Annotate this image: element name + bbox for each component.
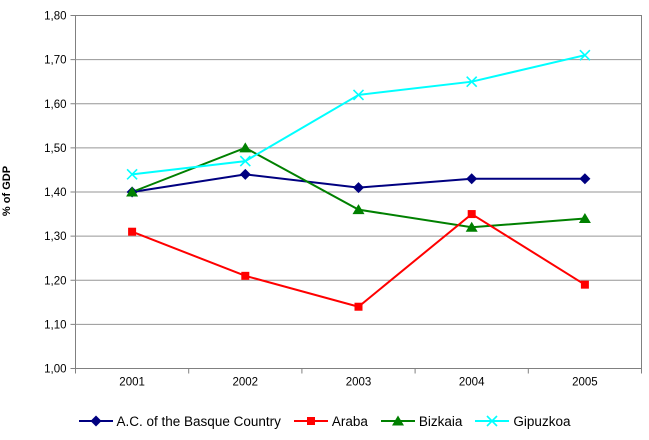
data-point-araba-2001 [128, 227, 137, 236]
data-point-a-c-of-the-basque-country-2002 [239, 168, 251, 180]
legend-square-icon [293, 417, 328, 425]
legend-label: Gipuzkoa [513, 413, 571, 429]
y-tick-label: 1,00 [44, 364, 66, 376]
legend-label: Bizkaia [418, 413, 463, 429]
y-axis-title: % of GDP [1, 165, 13, 217]
data-point-gipuzkoa-2003 [352, 89, 365, 101]
y-tick-label: 1,60 [44, 99, 66, 111]
data-point-gipuzkoa-2004 [466, 76, 478, 88]
data-point-gipuzkoa-2005 [579, 49, 591, 61]
x-tick-label: 2001 [119, 377, 145, 389]
data-point-bizkaia-2004 [465, 221, 478, 232]
data-point-bizkaia-2001 [126, 186, 139, 197]
x-tick-label: 2004 [459, 377, 485, 389]
data-point-gipuzkoa-2001 [126, 168, 138, 180]
legend-x-icon [475, 415, 510, 427]
y-tick-label: 1,40 [44, 187, 66, 199]
y-tick-label: 1,20 [44, 275, 66, 287]
data-point-araba-2002 [241, 271, 250, 280]
data-point-araba-2004 [467, 210, 476, 219]
y-tick-label: 1,30 [44, 231, 66, 243]
legend: A.C. of the Basque Country Araba Bizkaia Gi… [0, 407, 649, 435]
data-point-a-c-of-the-basque-country-2005 [579, 173, 591, 185]
x-tick-label: 2005 [572, 377, 598, 389]
data-point-araba-2003 [354, 302, 363, 311]
legend-label: A.C. of the Basque Country [116, 413, 281, 429]
data-point-a-c-of-the-basque-country-2003 [353, 182, 364, 194]
legend-item-gipuzkoa: Gipuzkoa [475, 414, 570, 429]
legend-label: Araba [331, 413, 368, 429]
legend-item-a-c-of-the-basque-country: A.C. of the Basque Country [78, 413, 281, 429]
y-tick-label: 1,80 [44, 11, 66, 23]
x-tick-label: 2003 [346, 377, 372, 389]
legend-item-araba: Araba [293, 413, 368, 429]
plot-area: 1,80 1,70 1,60 1,50 1,40 1,30 1,20 1,10 1,00 2001… [44, 11, 642, 389]
data-point-bizkaia-2002 [239, 142, 252, 153]
data-point-bizkaia-2005 [578, 212, 591, 223]
y-tick-label: 1,10 [44, 319, 66, 331]
data-point-a-c-of-the-basque-country-2004 [466, 173, 478, 185]
data-point-araba-2005 [580, 280, 589, 289]
data-point-gipuzkoa-2002 [239, 155, 251, 167]
legend-triangle-icon [380, 415, 415, 426]
legend-item-bizkaia: Bizkaia [380, 413, 463, 429]
y-tick-label: 1,50 [44, 143, 66, 155]
y-tick-label: 1,70 [44, 55, 66, 67]
x-tick-label: 2002 [233, 377, 259, 389]
legend-diamond-icon [78, 415, 113, 427]
data-point-bizkaia-2003 [352, 204, 365, 215]
